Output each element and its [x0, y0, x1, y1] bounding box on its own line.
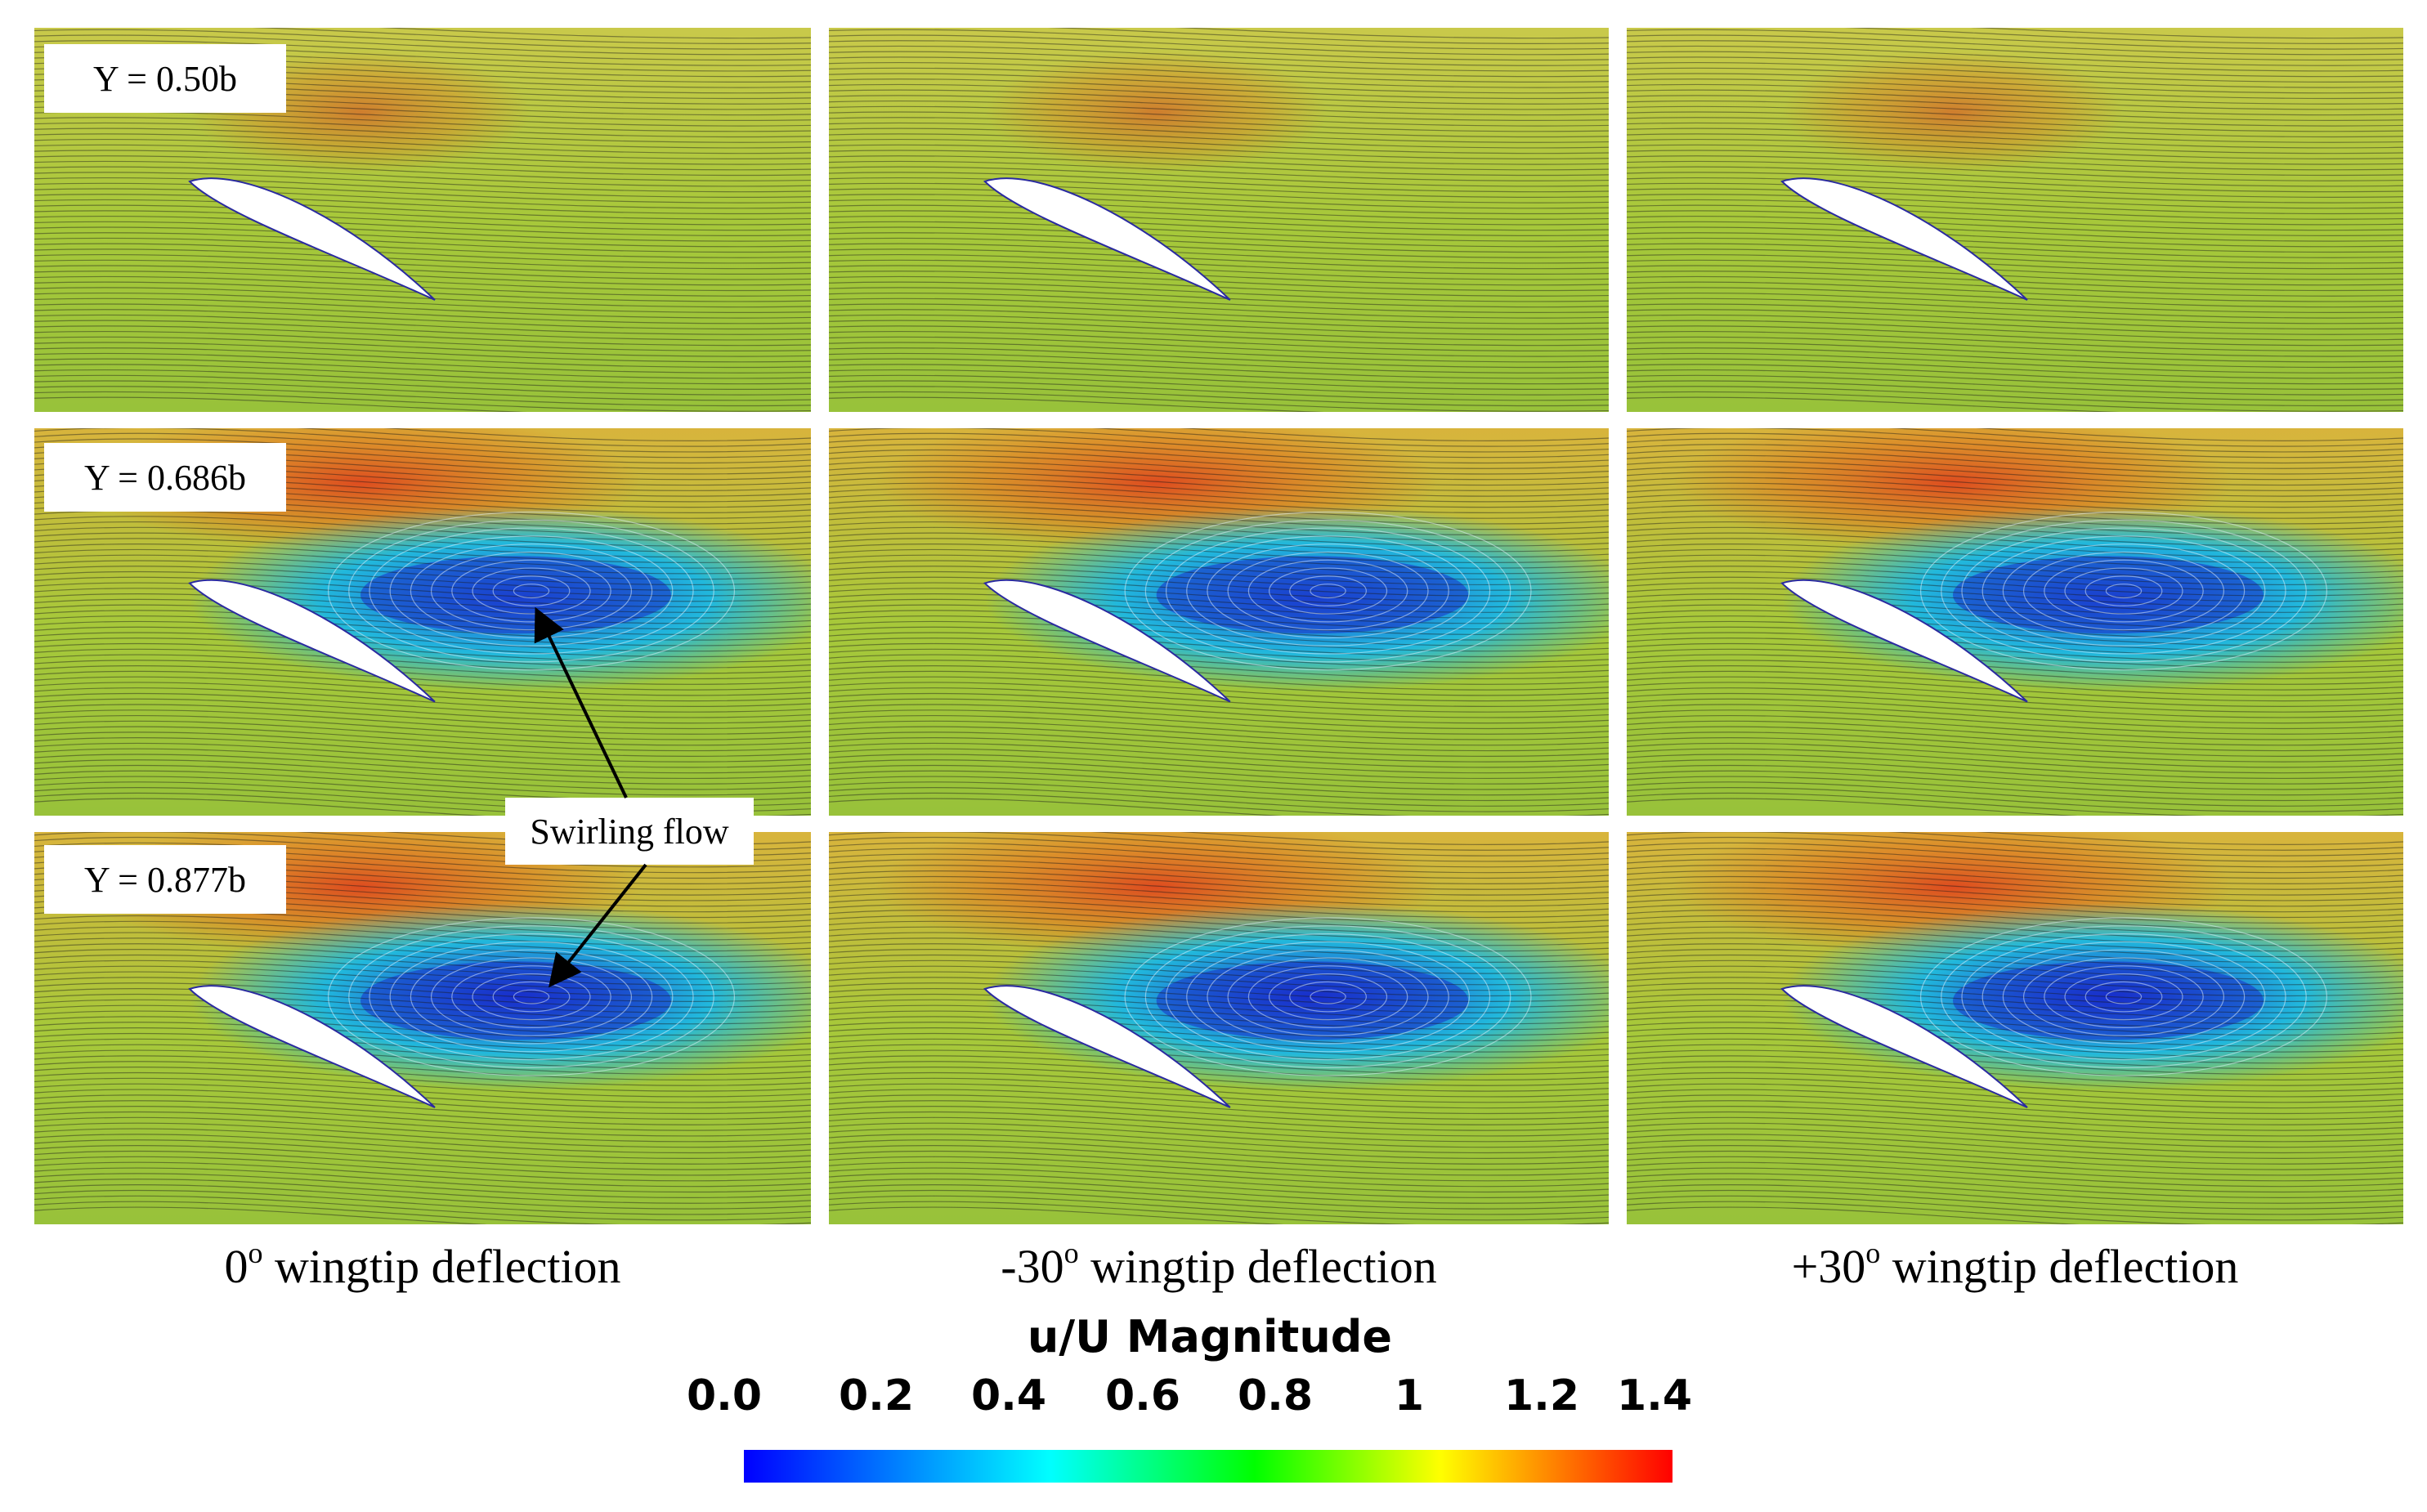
panel-r1-c3 [1627, 28, 2403, 412]
colorbar-tick-6: 1.2 [1503, 1371, 1580, 1420]
row-label-y0686: Y = 0.686b [44, 443, 286, 512]
colorbar-tick-5: 1 [1394, 1371, 1425, 1420]
panel-r1-c2 [829, 28, 1609, 412]
colorbar-title: u/U Magnitude [1027, 1311, 1393, 1362]
column-label-plus30deg: +30o wingtip deflection [1791, 1237, 2239, 1293]
colorbar-tick-1: 0.2 [838, 1371, 915, 1420]
column-label-0deg: 0o wingtip deflection [224, 1237, 621, 1293]
colorbar [744, 1450, 1672, 1483]
row-label-y050: Y = 0.50b [44, 44, 286, 113]
panel-r3-c1 [34, 832, 811, 1224]
panel-r3-c3 [1627, 832, 2403, 1224]
colorbar-tick-3: 0.6 [1104, 1371, 1181, 1420]
swirling-flow-label: Swirling flow [505, 798, 754, 865]
panel-r2-c3 [1627, 428, 2403, 816]
panel-r2-c2 [829, 428, 1609, 816]
panel-r3-c2 [829, 832, 1609, 1224]
colorbar-tick-7: 1.4 [1616, 1371, 1693, 1420]
colorbar-tick-4: 0.8 [1237, 1371, 1314, 1420]
colorbar-tick-0: 0.0 [686, 1371, 763, 1420]
row-label-y0877: Y = 0.877b [44, 845, 286, 914]
panel-r1-c1 [34, 28, 811, 412]
colorbar-tick-2: 0.4 [970, 1371, 1047, 1420]
column-label-minus30deg: -30o wingtip deflection [1001, 1237, 1437, 1293]
